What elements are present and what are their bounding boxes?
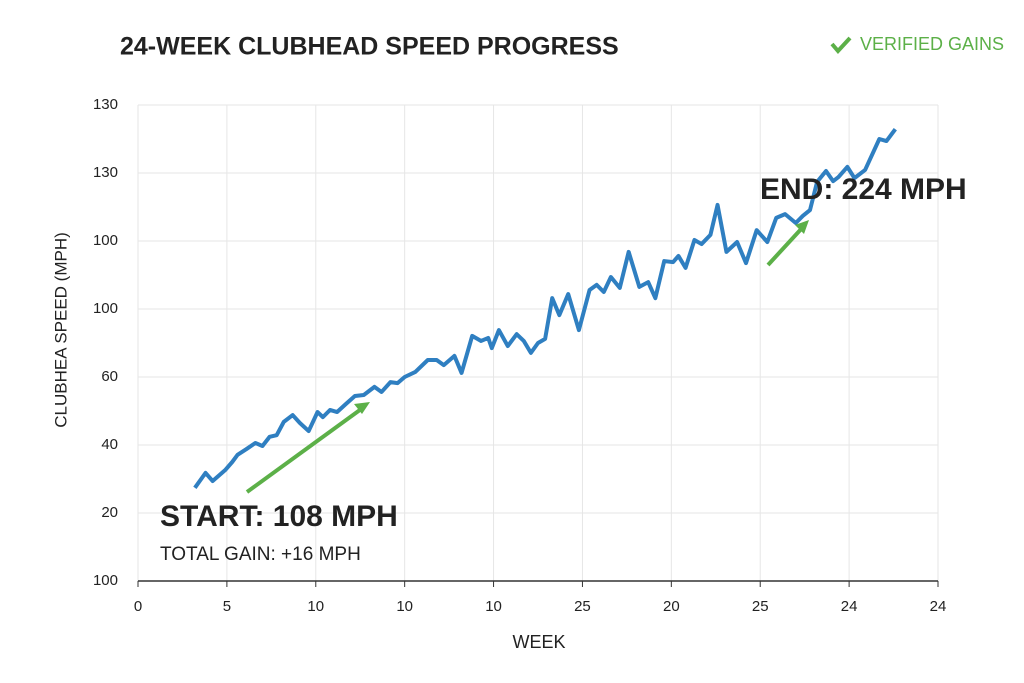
x-tick-label: 20 — [663, 598, 680, 615]
plot — [193, 127, 897, 490]
annotation: START: 108 MPH — [160, 500, 398, 533]
arrow — [766, 225, 805, 267]
x-tick-label: 0 — [134, 598, 142, 615]
y-axis-label: CLUBHEA SPEED (MPH) — [51, 232, 70, 428]
y-tick-label: 130 — [93, 164, 118, 181]
y-tick-label: 40 — [101, 436, 118, 453]
arrow-head — [795, 220, 809, 234]
x-tick-label: 5 — [223, 598, 231, 615]
y-tick-label: 100 — [93, 300, 118, 317]
x-tick-label: 10 — [485, 598, 502, 615]
x-tick-label: 24 — [930, 598, 947, 615]
y-tick-label: 100 — [93, 232, 118, 249]
x-tick-label: 10 — [396, 598, 413, 615]
x-tick-label: 24 — [841, 598, 858, 615]
y-tick-label: 130 — [93, 96, 118, 113]
x-tick-label: 25 — [752, 598, 769, 615]
x-tick-label: 10 — [307, 598, 324, 615]
annotation: END: 224 MPH — [760, 173, 967, 206]
badge: VERIFIED GAINS — [860, 34, 1004, 54]
annotation: TOTAL GAIN: +16 MPH — [160, 544, 361, 565]
y-tick-label: 100 — [93, 572, 118, 589]
check-icon — [830, 36, 852, 55]
y-tick-label: 60 — [101, 368, 118, 385]
chart-title: 24-WEEK CLUBHEAD SPEED PROGRESS — [120, 33, 619, 61]
y-tick-label: 20 — [101, 504, 118, 521]
data-line — [193, 127, 897, 490]
grid — [137, 104, 939, 587]
arrow-head — [354, 402, 370, 414]
arrow — [245, 405, 366, 494]
x-tick-label: 25 — [574, 598, 591, 615]
x-axis-label: WEEK — [512, 632, 565, 652]
